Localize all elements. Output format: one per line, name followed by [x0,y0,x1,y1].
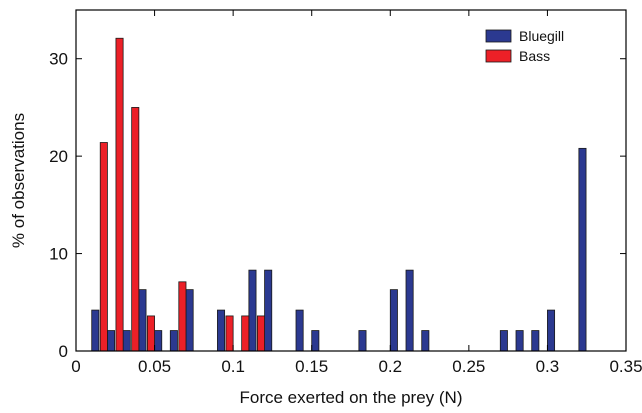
x-tick-label: 0.3 [536,357,560,376]
bar-bluegill [405,269,414,352]
bar-bass [178,281,187,352]
bar-bluegill [138,289,147,352]
bar-bass [99,142,108,352]
ticks-group [75,10,627,352]
bar-bass [131,107,140,352]
bar-bluegill [311,330,320,352]
bar-bluegill [264,269,273,352]
x-axis-label: Force exerted on the prey (N) [240,388,463,407]
bar-bluegill [295,309,304,352]
legend-label-bluegill: Bluegill [519,28,564,44]
bar-bluegill [248,269,257,352]
bar-bass [115,37,124,352]
y-tick-label: 30 [49,50,68,69]
legend-swatch-bass [485,49,512,63]
x-tick-label: 0.15 [295,357,328,376]
x-tick-label: 0.1 [221,357,245,376]
bar-bass [146,315,155,352]
legend-swatch-bluegill [485,29,512,43]
plot-frame [75,9,627,352]
bar-bluegill [217,309,226,352]
x-tick-label: 0.2 [378,357,402,376]
tick-labels-group: 0 0.05 0.1 0.15 0.2 0.25 0.3 0.35 0 10 20 30 [49,50,642,376]
bar-bluegill [91,309,100,352]
bar-bluegill [499,330,508,352]
bar-bluegill [122,330,131,352]
x-tick-label: 0.25 [452,357,485,376]
bar-bluegill [547,309,556,352]
bar-bluegill [515,330,524,352]
bar-bluegill [578,147,587,352]
x-tick-label: 0 [71,357,80,376]
bar-bluegill [107,330,116,352]
bar-bluegill [185,289,194,352]
legend: Bluegill Bass [485,28,564,64]
y-axis-label: % of observations [9,113,28,248]
x-tick-label: 0.05 [138,357,171,376]
bars-group [91,37,587,352]
bar-bass [225,315,234,352]
bar-bluegill [358,330,367,352]
bar-bluegill [421,330,430,352]
bar-bluegill [154,330,163,352]
y-tick-label: 10 [49,245,68,264]
y-tick-label: 0 [59,342,68,361]
bar-bluegill [389,289,398,352]
bar-bluegill [531,330,540,352]
bar-bass [241,315,250,352]
legend-label-bass: Bass [519,48,550,64]
y-tick-label: 20 [49,147,68,166]
bar-bass [256,315,265,352]
x-tick-label: 0.35 [609,357,642,376]
bar-bluegill [169,330,178,352]
